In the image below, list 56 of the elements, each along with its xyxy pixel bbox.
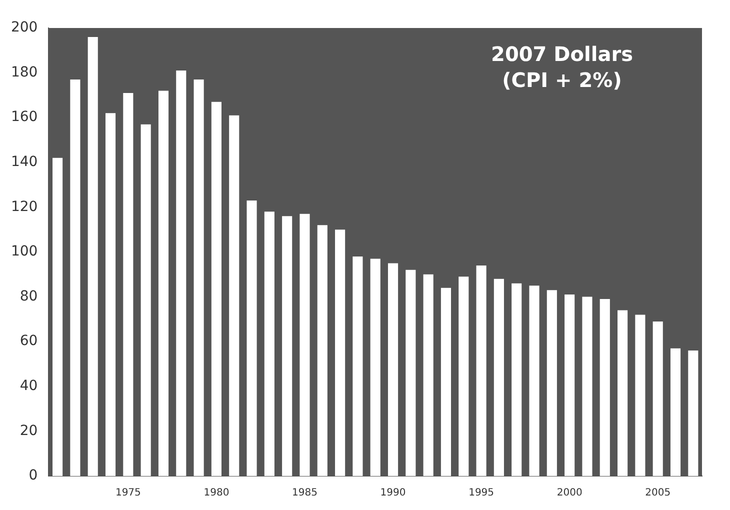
x-tick-label: 1995 bbox=[468, 488, 494, 499]
x-tick-label: 1980 bbox=[204, 488, 230, 499]
y-tick-label: 100 bbox=[10, 244, 38, 260]
bar bbox=[476, 265, 486, 476]
y-tick-label: 40 bbox=[20, 378, 38, 394]
y-tick-label: 160 bbox=[10, 109, 38, 126]
bar bbox=[388, 263, 398, 476]
bar bbox=[423, 274, 434, 476]
bar bbox=[211, 102, 222, 476]
bar bbox=[264, 212, 274, 476]
bar bbox=[618, 310, 628, 476]
bar bbox=[582, 296, 592, 476]
bar bbox=[352, 256, 363, 476]
bar bbox=[70, 80, 80, 476]
bar bbox=[52, 158, 63, 476]
bar bbox=[300, 214, 310, 476]
bar bbox=[546, 290, 557, 476]
bar bbox=[229, 115, 240, 476]
x-tick-label: 2000 bbox=[556, 488, 582, 499]
bar bbox=[512, 283, 522, 476]
bar bbox=[158, 90, 169, 476]
bar bbox=[370, 258, 380, 476]
bar bbox=[105, 113, 116, 476]
bar bbox=[406, 270, 416, 476]
y-tick-label: 80 bbox=[20, 288, 38, 304]
bar bbox=[335, 230, 346, 476]
x-tick-label: 2005 bbox=[645, 488, 671, 499]
y-tick-label: 60 bbox=[20, 333, 38, 350]
x-tick-label: 1985 bbox=[292, 488, 318, 499]
y-tick-label: 20 bbox=[20, 422, 38, 439]
bar bbox=[529, 286, 540, 476]
bar bbox=[194, 80, 204, 476]
bar bbox=[564, 294, 575, 476]
bar bbox=[88, 36, 98, 476]
bar bbox=[282, 216, 292, 476]
bar bbox=[635, 314, 646, 476]
bar bbox=[494, 278, 504, 476]
bar bbox=[652, 321, 663, 476]
annotation: 2007 Dollars (CPI + 2%) bbox=[491, 42, 633, 92]
bar bbox=[123, 92, 134, 476]
y-tick-label: 120 bbox=[10, 198, 38, 215]
x-tick-label: 1975 bbox=[115, 488, 141, 499]
y-tick-label: 200 bbox=[10, 20, 38, 36]
bar bbox=[317, 225, 328, 476]
bar bbox=[458, 276, 469, 476]
y-tick-label: 0 bbox=[28, 468, 38, 484]
bar bbox=[600, 299, 610, 476]
bar bbox=[688, 350, 698, 476]
bar bbox=[176, 70, 186, 476]
bar bbox=[440, 288, 452, 476]
y-tick-label: 140 bbox=[10, 154, 38, 170]
y-tick-label: 180 bbox=[10, 64, 38, 80]
bar bbox=[140, 124, 151, 476]
x-tick-label: 1990 bbox=[380, 488, 406, 499]
bar bbox=[246, 200, 257, 476]
bar bbox=[670, 348, 681, 476]
